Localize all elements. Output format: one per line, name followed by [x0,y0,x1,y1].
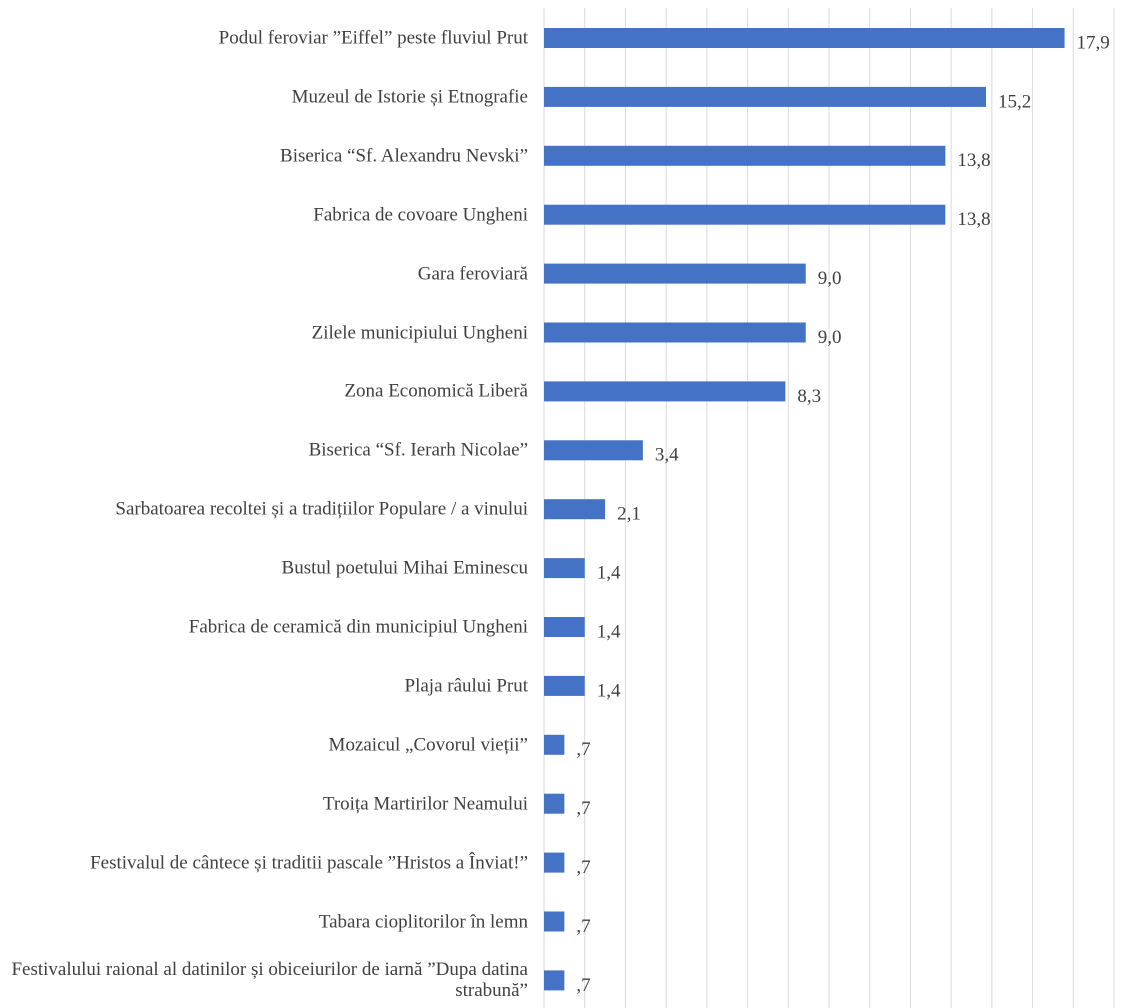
data-label: ,7 [576,739,590,760]
data-label: ,7 [576,857,590,878]
category-label: Fabrica de covoare Ungheni [313,204,528,226]
data-label: 3,4 [655,445,679,466]
category-label: Plaja râului Prut [404,675,528,697]
data-label: 8,3 [797,386,821,407]
bar [544,617,585,637]
bar [544,558,585,579]
category-label: Gara feroviară [417,263,528,285]
bar [544,322,806,343]
category-label: Fabrica de ceramică din municipiul Unghe… [188,616,528,638]
data-label: 17,9 [1077,32,1110,53]
bar [544,28,1065,48]
category-label: Sarbatoarea recoltei și a tradițiilor Po… [115,498,528,520]
data-label: 13,8 [957,150,990,171]
data-label: 2,1 [617,504,641,525]
category-label: Podul feroviar ”Eiffel” peste fluviul Pr… [218,27,528,49]
bar [544,970,565,991]
bar [544,204,946,225]
data-label: 9,0 [818,327,842,348]
bar [544,852,565,873]
category-label: Biserica “Sf. Alexandru Nevski” [280,145,528,167]
category-label: Festivalul de cântece și traditii pascal… [90,852,528,874]
category-label: Festivalului raional al datinilor și obi… [11,959,528,1002]
category-label: Bustul poetului Mihai Eminescu [281,557,528,579]
data-label: ,7 [576,916,590,937]
bar [544,734,565,755]
bar [544,675,585,696]
data-label: ,7 [576,798,590,819]
bar [544,793,565,814]
data-label: 13,8 [957,209,990,230]
bar [544,499,606,520]
data-label: ,7 [576,975,590,996]
data-label: 9,0 [818,268,842,289]
bar [544,86,987,107]
bar [544,263,806,284]
category-label: Mozaicul „Covorul vieții” [328,734,528,756]
category-label: Zilele municipiului Ungheni [311,322,528,343]
category-label: Biserica “Sf. Ierarh Nicolae” [308,439,528,461]
data-label: 1,4 [597,680,621,701]
bar [544,440,643,461]
category-label: Troița Martirilor Neamului [322,793,528,815]
bar [544,911,565,932]
category-label: Muzeul de Istorie și Etnografie [291,86,528,108]
bar [544,381,786,402]
data-label: 1,4 [597,621,621,642]
data-label: 15,2 [998,91,1031,112]
category-label: Zona Economică Liberă [344,380,528,402]
bar [544,145,946,166]
category-label: Tabara cioplitorilor în lemn [318,911,528,932]
data-label: 1,4 [597,562,621,583]
